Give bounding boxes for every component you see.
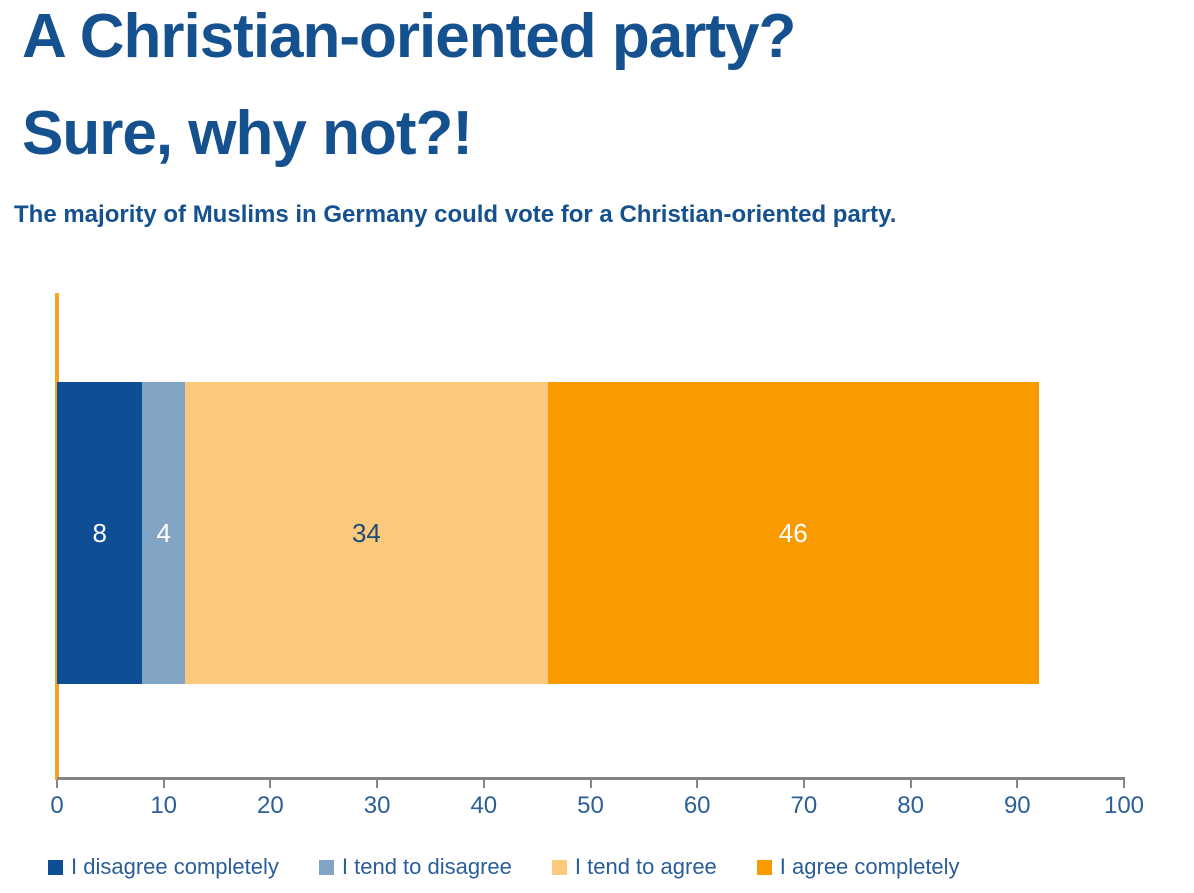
- legend-label: I disagree completely: [71, 854, 279, 879]
- title-line-1: A Christian-oriented party?: [22, 2, 796, 71]
- legend-label: I tend to disagree: [341, 854, 512, 879]
- x-tick-label: 50: [577, 792, 604, 819]
- bar-value-label: 8: [92, 517, 107, 548]
- x-tick-label: 70: [790, 792, 818, 819]
- chart-subtitle: The majority of Muslims in Germany could…: [14, 201, 897, 228]
- legend-item-i-disagree-completely: I disagree completely: [48, 854, 279, 880]
- title-line-2: Sure, why not?!: [22, 99, 473, 168]
- x-tick-label: 10: [150, 792, 178, 819]
- x-tick-label: 40: [470, 792, 498, 819]
- page-title: A Christian-oriented party? Sure, why no…: [22, 0, 796, 182]
- x-axis-tick: [376, 780, 379, 788]
- bar-segment-i-agree-completely: 46: [547, 382, 1039, 684]
- legend-item-i-tend-to-disagree: I tend to disagree: [318, 854, 512, 880]
- legend-swatch-icon: [551, 859, 567, 875]
- x-axis-tick: [696, 780, 699, 788]
- x-tick-label: 90: [1003, 792, 1031, 819]
- legend-item-i-tend-to-agree: I tend to agree: [551, 854, 717, 880]
- legend: I disagree completely I tend to disagree I…: [48, 854, 960, 880]
- x-tick-label: 30: [363, 792, 391, 819]
- bar-value-label: 34: [351, 517, 381, 548]
- x-axis-tick: [589, 780, 592, 788]
- x-tick-label: 0: [50, 792, 64, 819]
- x-axis-tick: [802, 780, 805, 788]
- legend-item-i-agree-completely: I agree completely: [756, 854, 960, 880]
- bar-value-label: 46: [778, 517, 808, 548]
- stacked-bar: 8 4 34 46: [57, 382, 1124, 684]
- x-axis-tick: [162, 780, 165, 788]
- x-axis-tick: [269, 780, 272, 788]
- bar-value-label: 4: [156, 517, 171, 548]
- legend-label: I agree completely: [779, 854, 960, 879]
- bar-segment-i-disagree-completely: 8: [57, 382, 143, 684]
- legend-swatch-icon: [318, 859, 334, 875]
- x-tick-label: 100: [1103, 792, 1145, 819]
- bar-segment-i-tend-to-disagree: 4: [142, 382, 186, 684]
- legend-swatch-icon: [48, 859, 63, 875]
- legend-label: I tend to agree: [574, 854, 717, 879]
- x-axis-tick: [909, 780, 912, 788]
- x-axis-tick: [1016, 780, 1019, 788]
- x-axis-tick: [1123, 780, 1125, 788]
- x-axis-tick: [482, 780, 485, 788]
- x-axis-tick: [56, 780, 58, 788]
- x-axis-line: [57, 777, 1125, 780]
- x-tick-label: 80: [897, 792, 924, 819]
- bar-segment-i-tend-to-agree: 34: [185, 382, 548, 684]
- x-tick-label: 20: [257, 792, 284, 819]
- x-tick-label: 60: [683, 792, 711, 819]
- legend-swatch-icon: [756, 859, 772, 875]
